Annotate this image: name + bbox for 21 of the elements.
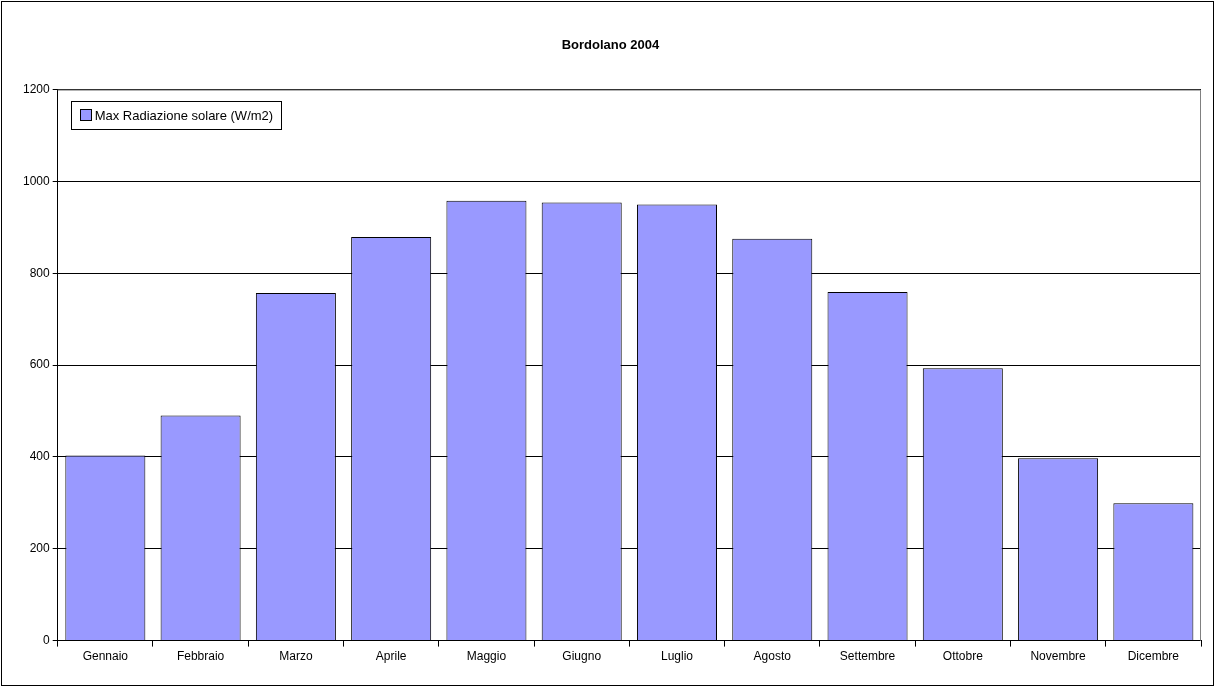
x-tick-label: Maggio (466, 649, 507, 664)
x-tick-label: Gennaio (82, 649, 129, 664)
x-tick-label: Giugno (562, 649, 602, 664)
y-tick-label: 800 (29, 265, 51, 280)
y-tick-label: 400 (29, 449, 51, 464)
x-tick-label: Dicembre (1127, 649, 1180, 664)
chart-title: Bordolano 2004 (561, 37, 661, 53)
y-tick-label: 200 (29, 541, 51, 556)
y-tick-label: 600 (29, 357, 51, 372)
x-tick-label: Aprile (375, 649, 407, 664)
y-tick-label: 1000 (22, 173, 51, 188)
y-tick-label: 1200 (22, 81, 51, 96)
x-tick-label: Marzo (279, 649, 313, 664)
x-tick-label: Novembre (1030, 649, 1087, 664)
x-tick-label: Ottobre (942, 649, 984, 664)
y-tick-label: 0 (43, 632, 51, 647)
x-tick-label: Settembre (839, 649, 896, 664)
x-tick-label: Febbraio (176, 649, 225, 664)
x-tick-label: Agosto (753, 649, 792, 664)
x-tick-label: Luglio (660, 649, 694, 664)
legend-label: Max Radiazione solare (W/m2) (94, 107, 274, 123)
